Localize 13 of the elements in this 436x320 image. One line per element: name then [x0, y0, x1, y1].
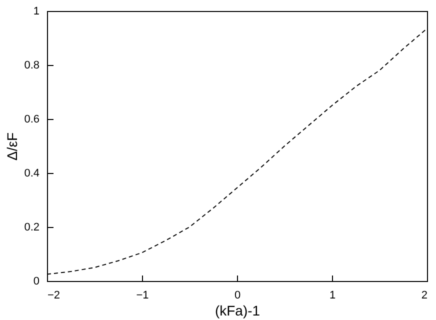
x-tick-label: 1 — [329, 290, 336, 302]
y-tick-label: 1 — [33, 6, 40, 18]
y-axis-title: Δ/εF — [4, 132, 20, 161]
x-tick-label: −2 — [48, 290, 60, 302]
y-tick-label: 0.6 — [24, 114, 40, 126]
y-tick-label: 0 — [33, 276, 40, 288]
x-tick-label: −1 — [136, 290, 149, 302]
x-tick-label: 0 — [234, 290, 241, 302]
x-tick-label: 2 — [421, 290, 428, 302]
y-tick-label: 0.4 — [24, 168, 40, 180]
y-tick-label: 0.2 — [24, 222, 40, 234]
x-axis-title: (kFa)-1 — [214, 302, 260, 318]
y-tick-label: 0.8 — [24, 60, 40, 72]
